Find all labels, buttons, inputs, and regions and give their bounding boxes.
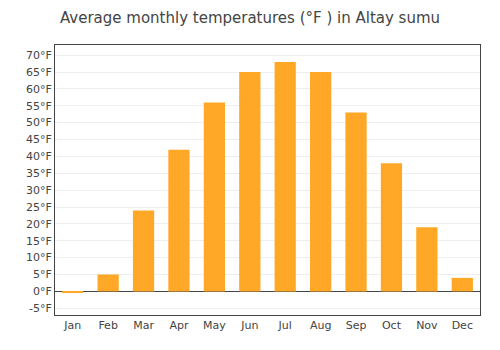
svg-text:Nov: Nov bbox=[416, 319, 438, 332]
svg-text:25°F: 25°F bbox=[26, 201, 52, 214]
svg-text:Dec: Dec bbox=[452, 319, 473, 332]
svg-text:45°F: 45°F bbox=[26, 133, 52, 146]
svg-text:Aug: Aug bbox=[310, 319, 331, 332]
svg-text:55°F: 55°F bbox=[26, 100, 52, 113]
svg-text:Mar: Mar bbox=[133, 319, 154, 332]
svg-text:Jan: Jan bbox=[63, 319, 81, 332]
svg-text:20°F: 20°F bbox=[26, 218, 52, 231]
svg-text:40°F: 40°F bbox=[26, 150, 52, 163]
svg-text:Apr: Apr bbox=[169, 319, 189, 332]
svg-text:65°F: 65°F bbox=[26, 66, 52, 79]
svg-text:70°F: 70°F bbox=[26, 49, 52, 62]
svg-text:5°F: 5°F bbox=[33, 268, 52, 281]
svg-text:60°F: 60°F bbox=[26, 83, 52, 96]
svg-text:Jul: Jul bbox=[278, 319, 292, 332]
svg-text:15°F: 15°F bbox=[26, 235, 52, 248]
svg-text:Sep: Sep bbox=[346, 319, 367, 332]
svg-text:Oct: Oct bbox=[382, 319, 402, 332]
svg-text:-5°F: -5°F bbox=[29, 302, 52, 315]
svg-text:35°F: 35°F bbox=[26, 167, 52, 180]
svg-text:Average monthly temperatures (: Average monthly temperatures (°F ) in Al… bbox=[60, 9, 440, 27]
svg-text:May: May bbox=[203, 319, 226, 332]
svg-text:10°F: 10°F bbox=[26, 251, 52, 264]
svg-text:50°F: 50°F bbox=[26, 116, 52, 129]
svg-text:Feb: Feb bbox=[98, 319, 117, 332]
svg-text:Jun: Jun bbox=[240, 319, 258, 332]
svg-text:0°F: 0°F bbox=[33, 285, 52, 298]
svg-text:30°F: 30°F bbox=[26, 184, 52, 197]
